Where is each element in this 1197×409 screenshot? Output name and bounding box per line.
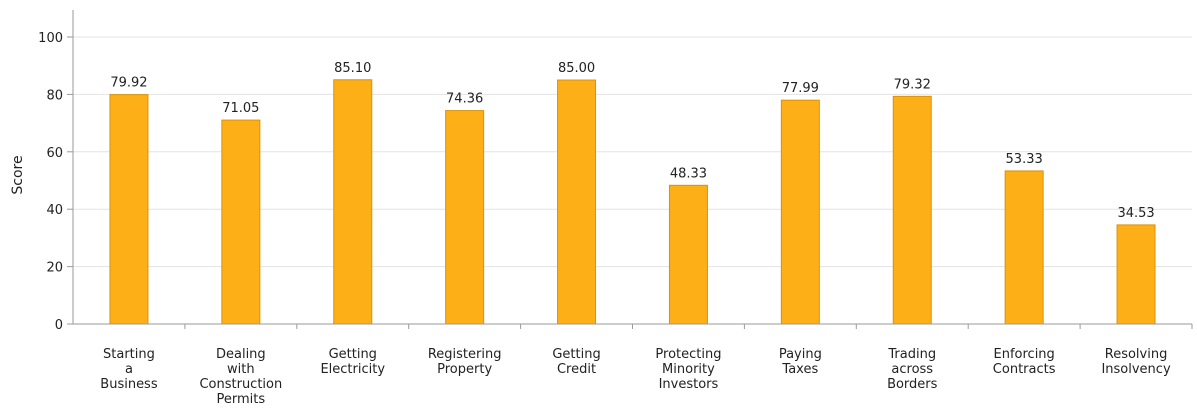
bar <box>780 99 820 325</box>
y-axis-title: Score <box>10 155 26 194</box>
y-tick-label: 20 <box>46 261 63 276</box>
bar <box>892 95 932 325</box>
y-tick-label: 100 <box>38 31 63 46</box>
x-category-label: Resolving Insolvency <box>1101 347 1170 377</box>
bar <box>445 110 485 325</box>
x-category-label: Trading across Borders <box>887 347 938 392</box>
data-label: 74.36 <box>446 92 483 107</box>
y-axis-ticks: 0 20 40 60 80 100 <box>38 31 73 333</box>
y-tick-label: 40 <box>46 203 63 218</box>
y-tick-label: 0 <box>55 318 63 333</box>
y-tick-label: 60 <box>46 146 63 161</box>
data-label: 48.33 <box>670 166 707 181</box>
data-labels: 79.92 71.05 85.10 74.36 85.00 48.33 77.99 79.32… <box>110 61 1154 221</box>
data-label: 85.10 <box>334 61 371 76</box>
x-category-label: Starting a Business <box>100 347 158 392</box>
bar <box>109 94 149 325</box>
bar <box>557 79 597 325</box>
data-label: 71.05 <box>222 101 259 116</box>
x-category-label: Getting Electricity <box>320 347 385 377</box>
y-tick-label: 80 <box>46 88 63 103</box>
data-label: 34.53 <box>1117 206 1154 221</box>
data-label: 79.32 <box>894 77 931 92</box>
x-category-label: Paying Taxes <box>779 347 822 377</box>
x-category-label: Registering Property <box>428 347 502 377</box>
x-category-label: Getting Credit <box>552 347 600 377</box>
data-label: 85.00 <box>558 61 595 76</box>
bar <box>1116 224 1156 325</box>
bar <box>221 119 261 325</box>
data-label: 77.99 <box>782 81 819 96</box>
bar <box>333 79 373 325</box>
data-label: 79.92 <box>110 76 147 91</box>
bar <box>668 184 708 325</box>
data-label: 53.33 <box>1006 152 1043 167</box>
bars <box>109 79 1156 325</box>
x-category-label: Protecting Minority Investors <box>655 347 721 392</box>
x-category-label: Enforcing Contracts <box>993 347 1056 377</box>
x-axis-category-labels: Starting a Business Dealing with Construction… <box>100 324 1193 407</box>
bar <box>1004 170 1044 325</box>
x-category-label: Dealing with Construction Permits <box>199 347 282 407</box>
